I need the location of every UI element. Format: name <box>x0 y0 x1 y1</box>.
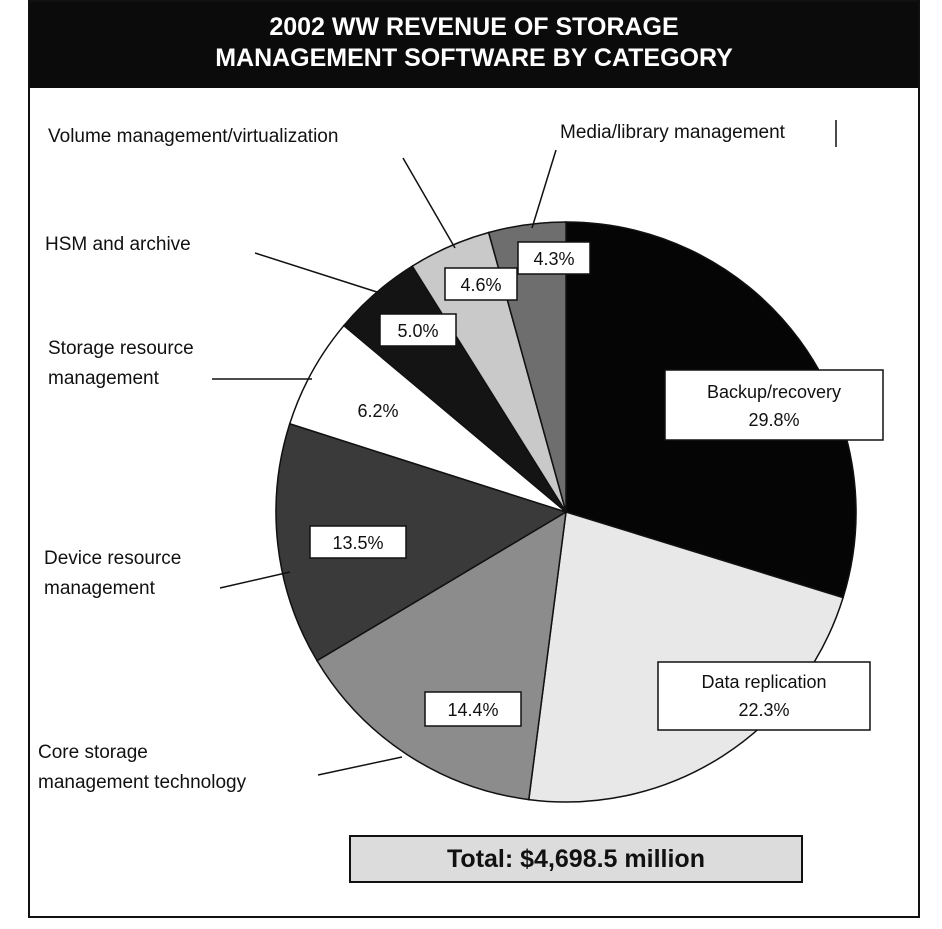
pct-box-device: 13.5% <box>309 525 407 559</box>
label-device-line-1: Device resource <box>44 548 181 569</box>
pie-slice-data-replication <box>527 511 845 803</box>
total-text: Total: $4,698.5 million <box>447 845 705 873</box>
replication-pct: 22.3% <box>738 700 789 720</box>
pct-text-volume: 4.6% <box>460 275 501 295</box>
label-core-line-1: Core storage <box>38 742 148 763</box>
label-media-library: Media/library management <box>560 122 786 143</box>
chart-title-line-2: MANAGEMENT SOFTWARE BY CATEGORY <box>215 44 733 72</box>
backup-pct: 29.8% <box>748 410 799 430</box>
backup-name: Backup/recovery <box>707 382 841 402</box>
label-core-line-2: management technology <box>38 772 247 793</box>
pct-box-hsm: 5.0% <box>379 313 457 347</box>
pct-box-backup: Backup/recovery 29.8% <box>664 369 884 441</box>
leader-line-media <box>531 149 557 229</box>
pct-box-media: 4.3% <box>517 241 591 275</box>
leader-line-device <box>219 571 291 589</box>
pct-text-srm: 6.2% <box>357 401 398 421</box>
leader-lines <box>212 149 557 776</box>
chart-title-bar: 2002 WW REVENUE OF STORAGE MANAGEMENT SO… <box>30 2 918 88</box>
pct-text-hsm: 5.0% <box>397 321 438 341</box>
label-device-line-2: management <box>44 578 156 599</box>
pct-box-core: 14.4% <box>424 691 522 727</box>
pct-text-media: 4.3% <box>533 249 574 269</box>
total-box: Total: $4,698.5 million <box>349 835 803 883</box>
pct-text-core: 14.4% <box>447 700 498 720</box>
pct-box-replication: Data replication 22.3% <box>657 661 871 731</box>
pie-slice-device-resource-management <box>275 422 568 662</box>
chart-title-line-1: 2002 WW REVENUE OF STORAGE <box>269 13 679 41</box>
label-srm-line-2: management <box>48 368 160 389</box>
label-srm-line-1: Storage resource <box>48 338 194 359</box>
leader-line-volume <box>402 157 456 249</box>
pct-box-volume: 4.6% <box>444 267 518 301</box>
leader-line-core <box>317 756 403 776</box>
pie-slice-core-storage-management-technology <box>315 510 567 801</box>
leader-line-hsm <box>254 252 381 294</box>
replication-name: Data replication <box>701 672 826 692</box>
label-hsm-archive: HSM and archive <box>45 234 191 255</box>
pct-text-device: 13.5% <box>332 533 383 553</box>
label-volume-management: Volume management/virtualization <box>48 126 338 147</box>
